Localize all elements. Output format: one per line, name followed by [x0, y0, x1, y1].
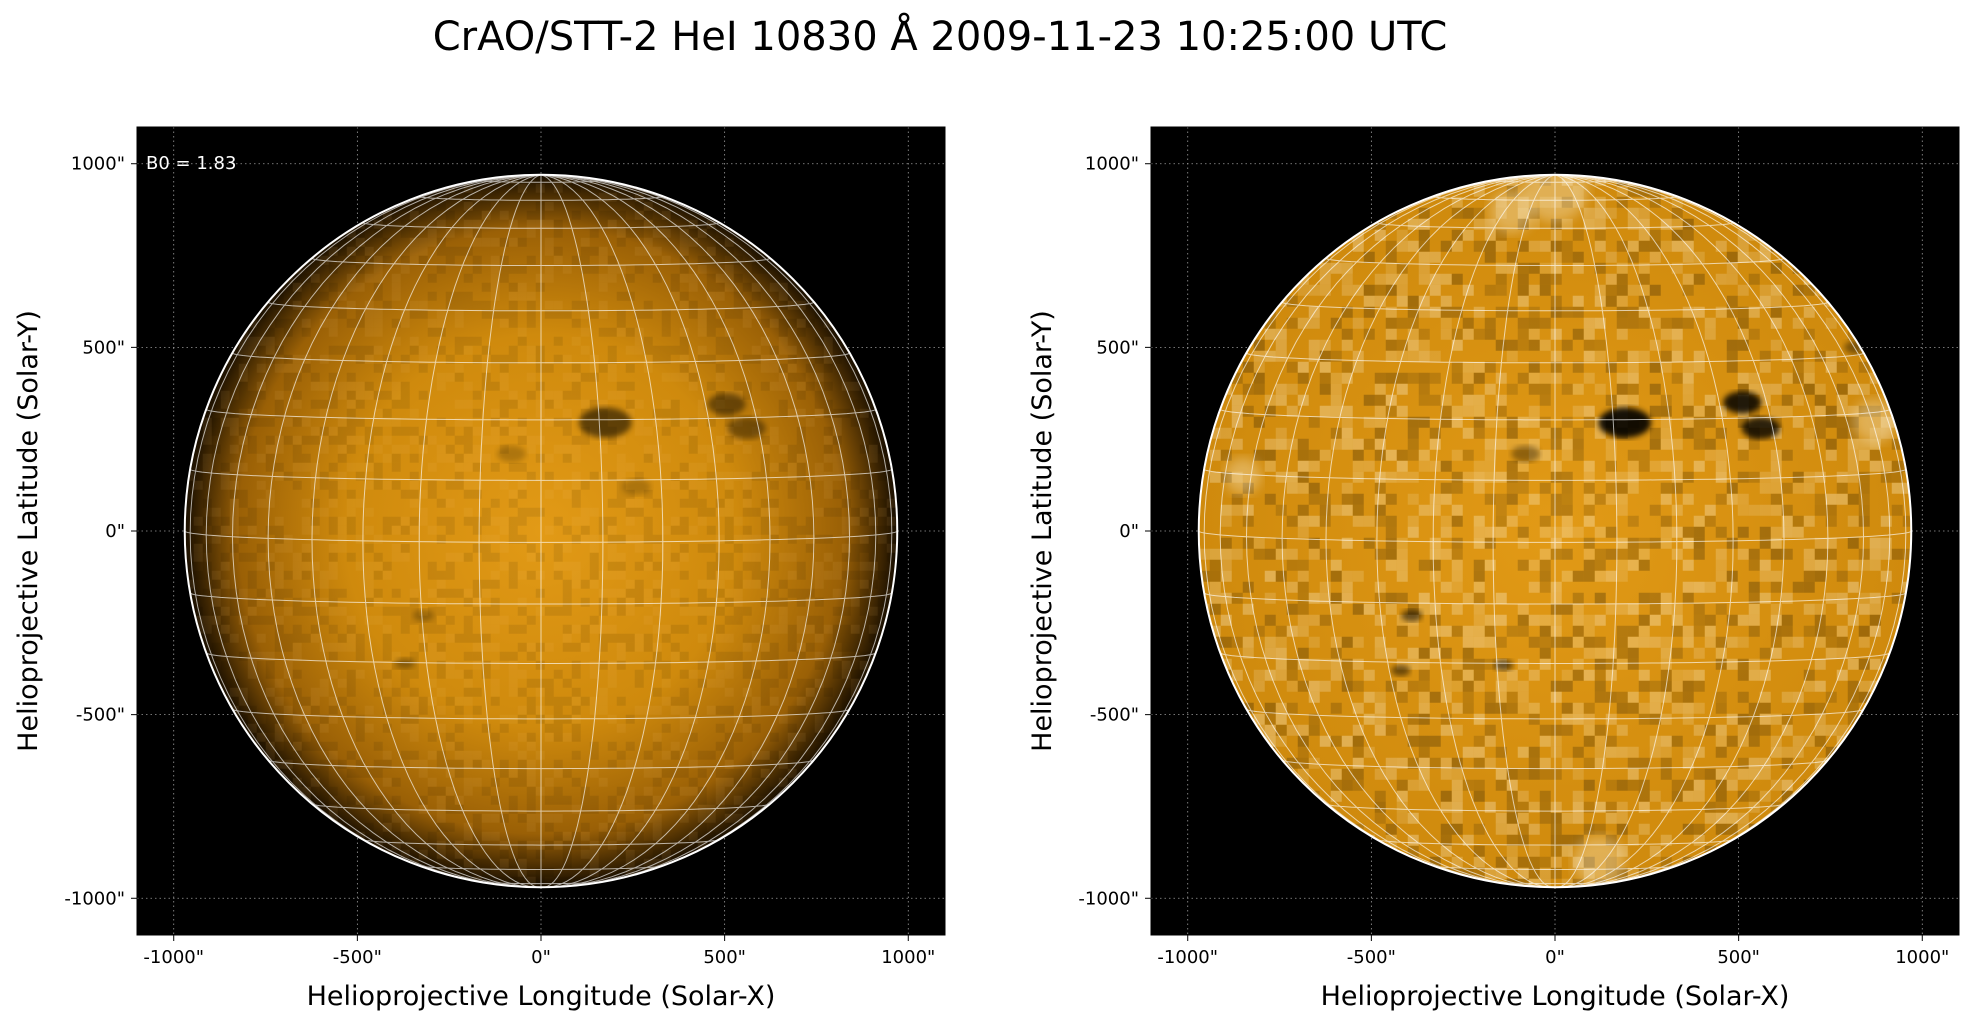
b0-annotation: B0 = 1.83	[146, 153, 236, 174]
parallel-line	[311, 803, 771, 812]
parallel-line	[1492, 179, 1618, 183]
parallel-line	[1432, 196, 1678, 201]
parallel-line	[1325, 803, 1785, 812]
parallel-line	[418, 865, 664, 870]
parallel-line	[205, 408, 877, 421]
y-tick-label: -1000"	[1078, 888, 1139, 909]
limb-circle	[1197, 173, 1913, 889]
y-tick-label: 0"	[1119, 521, 1139, 542]
parallel-line	[362, 222, 720, 229]
parallel-line	[1203, 468, 1907, 481]
parallel-line	[1203, 592, 1907, 605]
parallel-line	[311, 257, 771, 266]
dark-feature	[579, 407, 632, 438]
dark-feature	[707, 393, 746, 416]
y-axis-label: Helioprojective Latitude (Solar-Y)	[13, 310, 44, 752]
y-tick-label: 500"	[1096, 337, 1139, 358]
dark-feature	[1511, 445, 1540, 463]
dark-feature	[622, 478, 651, 496]
parallel-line	[1198, 530, 1912, 543]
x-tick-label: 0"	[1545, 947, 1565, 968]
panel-left: -1000" -500" 0" 500" 1000" -1000" -500" 0" 500" 1…	[13, 126, 946, 1012]
dark-feature	[1494, 659, 1514, 671]
parallel-line	[232, 352, 850, 364]
x-tick-label: 0"	[531, 947, 551, 968]
y-tick-label: 1000"	[1085, 154, 1139, 175]
parallel-line	[418, 196, 664, 201]
x-tick-label: -1000"	[1157, 947, 1218, 968]
x-tick-label: 1000"	[881, 947, 935, 968]
y-axis-label: Helioprojective Latitude (Solar-Y)	[1027, 310, 1058, 752]
dark-feature	[412, 609, 434, 622]
y-tick-label: 0"	[105, 521, 125, 542]
parallel-line	[267, 759, 815, 770]
x-axis-label: Helioprojective Longitude (Solar-X)	[1321, 981, 1790, 1012]
parallel-line	[1376, 839, 1734, 846]
y-tick-label: -1000"	[64, 888, 125, 909]
y-tick-label: 500"	[82, 337, 125, 358]
dark-feature	[727, 417, 766, 440]
x-tick-label: 500"	[1717, 947, 1760, 968]
dark-feature	[1723, 391, 1762, 414]
parallel-line	[1325, 257, 1785, 266]
parallel-line	[232, 708, 850, 720]
solar-features	[395, 393, 766, 669]
dark-feature	[1391, 665, 1411, 677]
parallel-line	[184, 530, 898, 543]
parallel-line	[1376, 222, 1734, 229]
x-tick-label: -500"	[333, 947, 382, 968]
limb-circle	[183, 173, 899, 889]
parallel-line	[1219, 652, 1891, 664]
dark-feature	[497, 445, 526, 463]
x-tick-label: -500"	[1347, 947, 1396, 968]
parallel-line	[1281, 301, 1829, 312]
parallel-line	[1219, 408, 1891, 421]
parallel-line	[1246, 708, 1864, 720]
y-tick-label: -500"	[76, 705, 125, 726]
y-tick-label: 1000"	[71, 154, 125, 175]
parallel-line	[267, 301, 815, 312]
dark-feature	[1741, 417, 1780, 440]
x-tick-label: 500"	[703, 947, 746, 968]
dark-feature	[1401, 609, 1423, 622]
y-tick-label: -500"	[1090, 705, 1139, 726]
panel-right: -1000" -500" 0" 500" 1000" -1000" -500" 0" 500" 1…	[1027, 126, 1960, 1012]
x-axis-label: Helioprojective Longitude (Solar-X)	[307, 981, 776, 1012]
parallel-line	[189, 468, 893, 481]
parallel-line	[362, 839, 720, 846]
parallel-line	[1432, 865, 1678, 870]
parallel-line	[205, 652, 877, 664]
figure-title: CrAO/STT-2 HeI 10830 Å 2009-11-23 10:25:…	[433, 12, 1448, 60]
x-tick-label: -1000"	[143, 947, 204, 968]
parallel-line	[1246, 352, 1864, 364]
parallel-line	[478, 179, 604, 183]
x-tick-label: 1000"	[1895, 947, 1949, 968]
dark-feature	[395, 657, 415, 669]
parallel-line	[1281, 759, 1829, 770]
parallel-line	[189, 592, 893, 605]
dark-feature	[1598, 407, 1652, 438]
